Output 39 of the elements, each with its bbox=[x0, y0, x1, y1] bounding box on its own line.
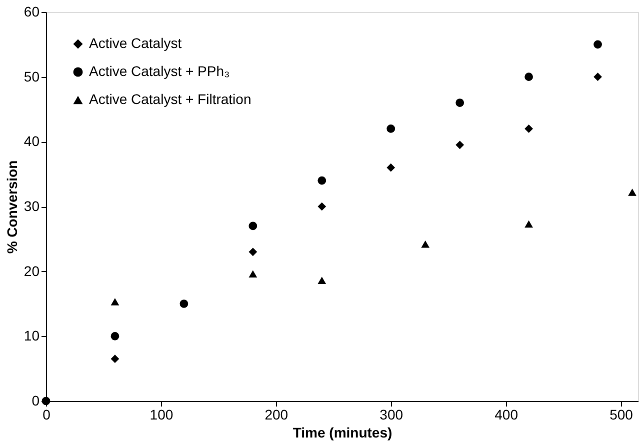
legend-label: Active Catalyst bbox=[89, 35, 182, 51]
point bbox=[110, 354, 120, 364]
point bbox=[248, 222, 258, 230]
point bbox=[594, 40, 602, 49]
point bbox=[524, 124, 533, 133]
point bbox=[421, 240, 430, 248]
y-tick-label: 10 bbox=[24, 328, 40, 344]
point bbox=[110, 298, 120, 306]
x-tick-label: 0 bbox=[42, 406, 51, 422]
y-tick-label: 20 bbox=[24, 262, 40, 279]
legend-label: Active Catalyst + Filtration bbox=[89, 91, 252, 107]
point bbox=[318, 176, 326, 185]
y-tick-label: 0 bbox=[32, 392, 40, 408]
y-tick-label: 30 bbox=[24, 198, 40, 214]
point bbox=[524, 220, 533, 228]
x-tick-label: 100 bbox=[150, 406, 174, 422]
y-axis-title: % Conversion bbox=[4, 160, 20, 254]
x-tick-label: 300 bbox=[380, 406, 404, 422]
point bbox=[456, 98, 464, 107]
point bbox=[248, 248, 258, 256]
point bbox=[248, 270, 258, 278]
point bbox=[594, 72, 602, 82]
x-axis-title: Time (minutes) bbox=[292, 424, 392, 440]
y-tick-label: 60 bbox=[24, 4, 40, 20]
point bbox=[524, 72, 533, 82]
y-tick-label: 50 bbox=[24, 68, 40, 84]
point bbox=[180, 300, 188, 308]
y-tick-label: 40 bbox=[24, 133, 40, 150]
x-tick-label: 500 bbox=[610, 406, 634, 422]
point bbox=[318, 276, 326, 284]
point bbox=[110, 332, 120, 340]
point bbox=[386, 124, 396, 133]
x-tick-label: 200 bbox=[264, 406, 288, 422]
point bbox=[456, 140, 464, 150]
point bbox=[386, 163, 396, 172]
point bbox=[318, 202, 326, 211]
legend-label: Active Catalyst + PPh₃ bbox=[89, 63, 230, 79]
point bbox=[628, 188, 636, 196]
x-tick-label: 400 bbox=[494, 406, 518, 422]
